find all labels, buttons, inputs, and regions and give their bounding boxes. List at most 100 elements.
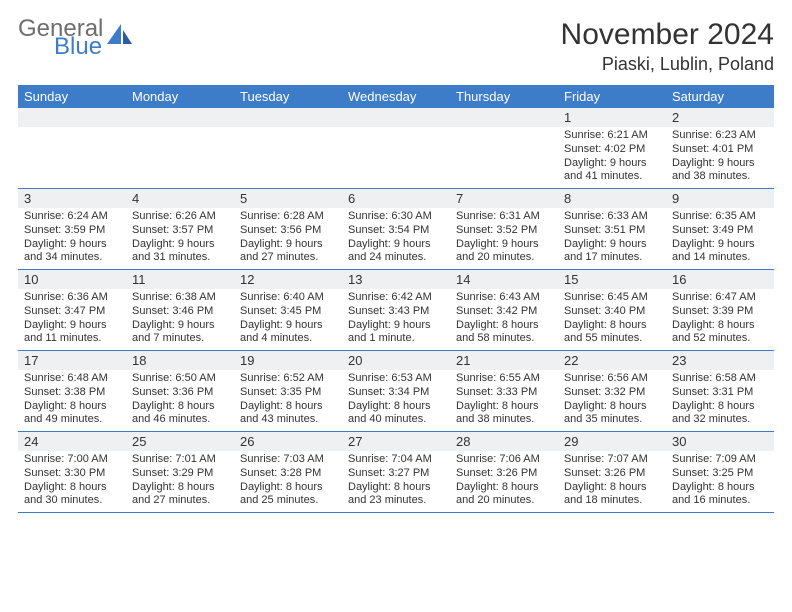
day-cell: 17Sunrise: 6:48 AMSunset: 3:38 PMDayligh… <box>18 351 126 431</box>
sunrise-text: Sunrise: 7:04 AM <box>348 453 444 467</box>
daylight-text: Daylight: 9 hours and 31 minutes. <box>132 238 228 266</box>
day-number: 2 <box>666 108 774 127</box>
day-number: 29 <box>558 432 666 451</box>
day-cell: 13Sunrise: 6:42 AMSunset: 3:43 PMDayligh… <box>342 270 450 350</box>
sunset-text: Sunset: 3:57 PM <box>132 224 228 238</box>
daylight-text: Daylight: 9 hours and 7 minutes. <box>132 319 228 347</box>
day-info: Sunrise: 7:03 AMSunset: 3:28 PMDaylight:… <box>234 451 342 512</box>
day-number: 14 <box>450 270 558 289</box>
day-cell: 18Sunrise: 6:50 AMSunset: 3:36 PMDayligh… <box>126 351 234 431</box>
day-cell: 14Sunrise: 6:43 AMSunset: 3:42 PMDayligh… <box>450 270 558 350</box>
day-number: 21 <box>450 351 558 370</box>
sunrise-text: Sunrise: 6:47 AM <box>672 291 768 305</box>
sunrise-text: Sunrise: 6:33 AM <box>564 210 660 224</box>
daylight-text: Daylight: 8 hours and 43 minutes. <box>240 400 336 428</box>
weekday-header: Sunday <box>18 85 126 108</box>
day-cell: 8Sunrise: 6:33 AMSunset: 3:51 PMDaylight… <box>558 189 666 269</box>
day-cell: 27Sunrise: 7:04 AMSunset: 3:27 PMDayligh… <box>342 432 450 512</box>
day-info: Sunrise: 6:30 AMSunset: 3:54 PMDaylight:… <box>342 208 450 269</box>
sunrise-text: Sunrise: 6:52 AM <box>240 372 336 386</box>
sunset-text: Sunset: 3:38 PM <box>24 386 120 400</box>
daylight-text: Daylight: 8 hours and 27 minutes. <box>132 481 228 509</box>
daylight-text: Daylight: 8 hours and 38 minutes. <box>456 400 552 428</box>
day-number: . <box>234 108 342 127</box>
day-cell: 10Sunrise: 6:36 AMSunset: 3:47 PMDayligh… <box>18 270 126 350</box>
sunrise-text: Sunrise: 7:06 AM <box>456 453 552 467</box>
day-info: Sunrise: 7:09 AMSunset: 3:25 PMDaylight:… <box>666 451 774 512</box>
day-number: 18 <box>126 351 234 370</box>
week-row: 10Sunrise: 6:36 AMSunset: 3:47 PMDayligh… <box>18 270 774 351</box>
sunset-text: Sunset: 4:02 PM <box>564 143 660 157</box>
sunset-text: Sunset: 3:42 PM <box>456 305 552 319</box>
day-cell: . <box>342 108 450 188</box>
day-number: 26 <box>234 432 342 451</box>
day-number: 22 <box>558 351 666 370</box>
day-cell: 11Sunrise: 6:38 AMSunset: 3:46 PMDayligh… <box>126 270 234 350</box>
sunset-text: Sunset: 3:30 PM <box>24 467 120 481</box>
day-number: 6 <box>342 189 450 208</box>
daylight-text: Daylight: 8 hours and 46 minutes. <box>132 400 228 428</box>
sunrise-text: Sunrise: 7:07 AM <box>564 453 660 467</box>
day-cell: 30Sunrise: 7:09 AMSunset: 3:25 PMDayligh… <box>666 432 774 512</box>
sunrise-text: Sunrise: 6:28 AM <box>240 210 336 224</box>
daylight-text: Daylight: 8 hours and 40 minutes. <box>348 400 444 428</box>
day-cell: 7Sunrise: 6:31 AMSunset: 3:52 PMDaylight… <box>450 189 558 269</box>
day-cell: 3Sunrise: 6:24 AMSunset: 3:59 PMDaylight… <box>18 189 126 269</box>
daylight-text: Daylight: 8 hours and 58 minutes. <box>456 319 552 347</box>
sunset-text: Sunset: 3:52 PM <box>456 224 552 238</box>
day-info: Sunrise: 6:33 AMSunset: 3:51 PMDaylight:… <box>558 208 666 269</box>
sunrise-text: Sunrise: 6:36 AM <box>24 291 120 305</box>
sunset-text: Sunset: 3:26 PM <box>564 467 660 481</box>
day-number: 28 <box>450 432 558 451</box>
sunrise-text: Sunrise: 6:58 AM <box>672 372 768 386</box>
sunrise-text: Sunrise: 6:31 AM <box>456 210 552 224</box>
sunset-text: Sunset: 4:01 PM <box>672 143 768 157</box>
day-info: Sunrise: 7:01 AMSunset: 3:29 PMDaylight:… <box>126 451 234 512</box>
day-cell: 9Sunrise: 6:35 AMSunset: 3:49 PMDaylight… <box>666 189 774 269</box>
day-cell: 2Sunrise: 6:23 AMSunset: 4:01 PMDaylight… <box>666 108 774 188</box>
day-cell: 19 Sunrise: 6:52 AMSunset: 3:35 PMDayligh… <box>234 351 342 431</box>
sunset-text: Sunset: 3:31 PM <box>672 386 768 400</box>
day-number: 20 <box>342 351 450 370</box>
daylight-text: Daylight: 8 hours and 20 minutes. <box>456 481 552 509</box>
sunrise-text: Sunrise: 6:38 AM <box>132 291 228 305</box>
day-info: Sunrise: 6:47 AMSunset: 3:39 PMDaylight:… <box>666 289 774 350</box>
daylight-text: Daylight: 9 hours and 20 minutes. <box>456 238 552 266</box>
sunset-text: Sunset: 3:56 PM <box>240 224 336 238</box>
day-number: 5 <box>234 189 342 208</box>
sunset-text: Sunset: 3:47 PM <box>24 305 120 319</box>
weekday-header: Wednesday <box>342 85 450 108</box>
sunset-text: Sunset: 3:27 PM <box>348 467 444 481</box>
daylight-text: Daylight: 9 hours and 4 minutes. <box>240 319 336 347</box>
day-number: 19 <box>234 351 342 370</box>
sunset-text: Sunset: 3:35 PM <box>240 386 336 400</box>
day-info: Sunrise: 6:31 AMSunset: 3:52 PMDaylight:… <box>450 208 558 269</box>
calendar-page: General Blue November 2024 Piaski, Lubli… <box>0 0 792 513</box>
sunrise-text: Sunrise: 7:09 AM <box>672 453 768 467</box>
weekday-header: Saturday <box>666 85 774 108</box>
day-number: 4 <box>126 189 234 208</box>
day-info: Sunrise: 6:43 AMSunset: 3:42 PMDaylight:… <box>450 289 558 350</box>
daylight-text: Daylight: 8 hours and 18 minutes. <box>564 481 660 509</box>
page-header: General Blue November 2024 Piaski, Lubli… <box>18 18 774 75</box>
sunrise-text: Sunrise: 6:40 AM <box>240 291 336 305</box>
brand-logo: General Blue <box>18 18 133 57</box>
daylight-text: Daylight: 8 hours and 25 minutes. <box>240 481 336 509</box>
day-number: . <box>126 108 234 127</box>
daylight-text: Daylight: 9 hours and 41 minutes. <box>564 157 660 185</box>
sunset-text: Sunset: 3:54 PM <box>348 224 444 238</box>
day-info: Sunrise: 6:58 AMSunset: 3:31 PMDaylight:… <box>666 370 774 431</box>
day-cell: 28Sunrise: 7:06 AMSunset: 3:26 PMDayligh… <box>450 432 558 512</box>
day-number: 7 <box>450 189 558 208</box>
day-info: Sunrise: 7:00 AMSunset: 3:30 PMDaylight:… <box>18 451 126 512</box>
sunset-text: Sunset: 3:32 PM <box>564 386 660 400</box>
day-info: Sunrise: 6:40 AMSunset: 3:45 PMDaylight:… <box>234 289 342 350</box>
day-cell: 22Sunrise: 6:56 AMSunset: 3:32 PMDayligh… <box>558 351 666 431</box>
weekday-header: Thursday <box>450 85 558 108</box>
sunset-text: Sunset: 3:51 PM <box>564 224 660 238</box>
daylight-text: Daylight: 8 hours and 16 minutes. <box>672 481 768 509</box>
day-info: Sunrise: 6:23 AMSunset: 4:01 PMDaylight:… <box>666 127 774 188</box>
day-cell: . <box>18 108 126 188</box>
daylight-text: Daylight: 8 hours and 23 minutes. <box>348 481 444 509</box>
sunset-text: Sunset: 3:34 PM <box>348 386 444 400</box>
